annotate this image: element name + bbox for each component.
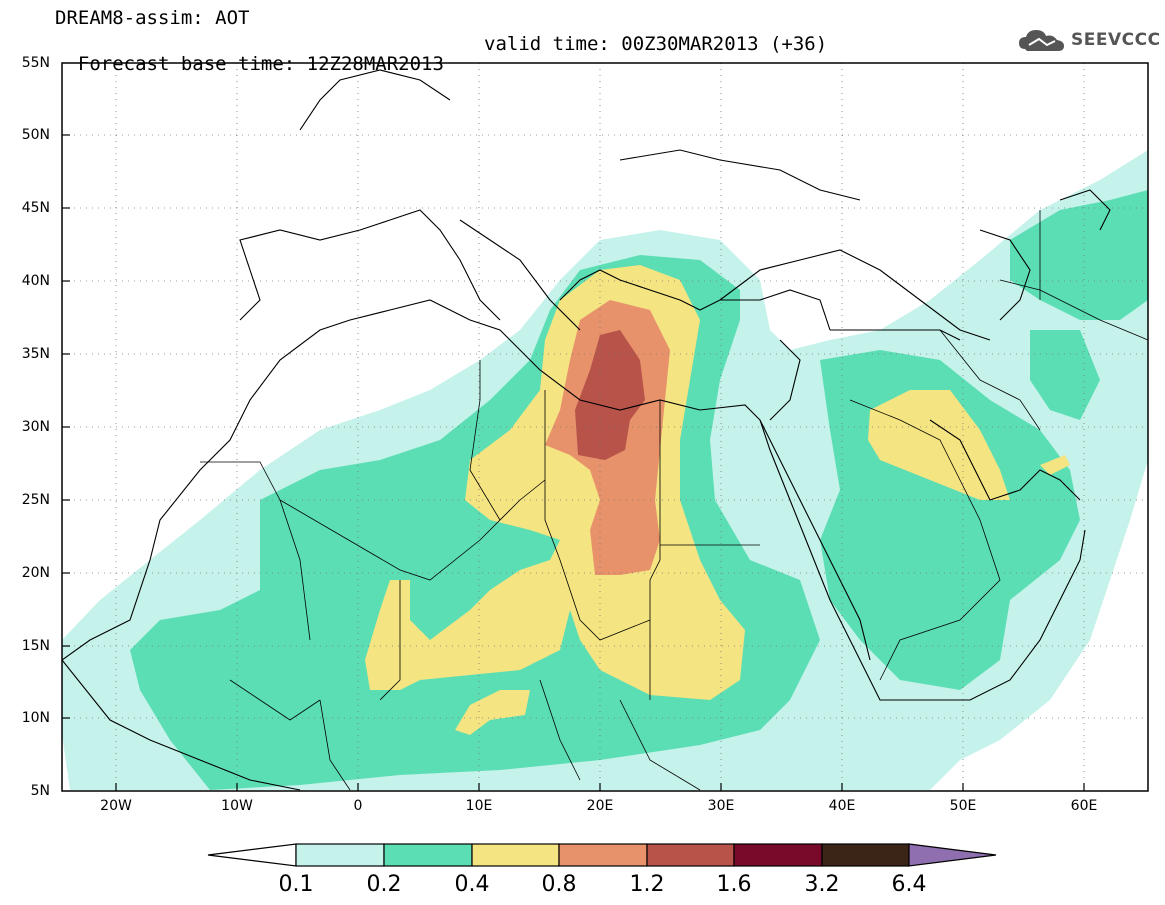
lat-label: 5N (30, 783, 50, 799)
lat-label: 50N (21, 127, 50, 143)
aot-band-0.4-sm (455, 690, 530, 735)
aot-band-0.4-gulf (1040, 455, 1070, 475)
aot-band-1.2 (575, 330, 645, 460)
lat-label: 15N (21, 638, 50, 654)
colorbar-bin-3.2-6.4 (821, 843, 910, 867)
borders (200, 210, 1148, 791)
lon-label: 30E (707, 798, 735, 814)
map-title: DREAM8-assim: AOT (55, 7, 250, 29)
cloud-icon (1019, 30, 1064, 51)
colorbar-bin-0.4-0.8 (471, 843, 560, 867)
colorbar-bin-1.6-3.2 (733, 843, 823, 867)
lat-label: 35N (21, 346, 50, 362)
lon-label: 50E (949, 798, 977, 814)
lat-label: 30N (21, 419, 50, 435)
colorbar-high-arrow (908, 843, 997, 867)
lat-label: 20N (21, 565, 50, 581)
colorbar-level: 0.4 (454, 872, 490, 897)
lon-label: 0 (353, 798, 363, 814)
lon-label: 20E (586, 798, 614, 814)
logo-text: SEEVCCC (1071, 30, 1161, 50)
colorbar-bin-1.2-1.6 (646, 843, 735, 867)
graticule (62, 63, 1148, 791)
lon-label: 40E (828, 798, 856, 814)
colorbar-bin-0.2-0.4 (383, 843, 473, 867)
lat-label: 45N (21, 200, 50, 216)
lat-label: 40N (21, 273, 50, 289)
valid-time: valid time: 00Z30MAR2013 (+36) (484, 33, 828, 55)
lat-label: 10N (21, 710, 50, 726)
colorbar-level: 0.8 (541, 872, 577, 897)
forecast-times: Forecast base time: 12Z28MAR2013 valid t… (55, 34, 827, 94)
colorbar-level: 6.4 (891, 872, 927, 897)
colorbar-bin-0.1-0.2 (295, 843, 385, 867)
seevccc-logo: SEEVCCC (1017, 24, 1161, 56)
colorbar-level: 1.6 (716, 872, 752, 897)
lat-label: 25N (21, 492, 50, 508)
colorbar-level: 0.1 (278, 872, 314, 897)
colorbar-bin-0.8-1.2 (558, 843, 648, 867)
colorbar (207, 843, 997, 867)
aot-band-0.4-east (868, 390, 1010, 500)
lon-label: 60E (1070, 798, 1098, 814)
lon-label: 20W (100, 798, 132, 814)
lat-label: 55N (21, 55, 50, 71)
colorbar-level: 0.2 (366, 872, 402, 897)
base-time: Forecast base time: 12Z28MAR2013 (77, 53, 444, 75)
lon-label: 10E (465, 798, 493, 814)
aot-band-0.2-ne (1010, 190, 1148, 320)
lon-label: 10W (221, 798, 253, 814)
colorbar-level: 1.2 (629, 872, 665, 897)
axis-ticks (62, 134, 1085, 791)
colorbar-low-arrow (207, 843, 297, 867)
aot-band-0.2-ne2 (1030, 330, 1100, 420)
colorbar-level: 3.2 (804, 872, 840, 897)
coastlines (62, 69, 1111, 791)
